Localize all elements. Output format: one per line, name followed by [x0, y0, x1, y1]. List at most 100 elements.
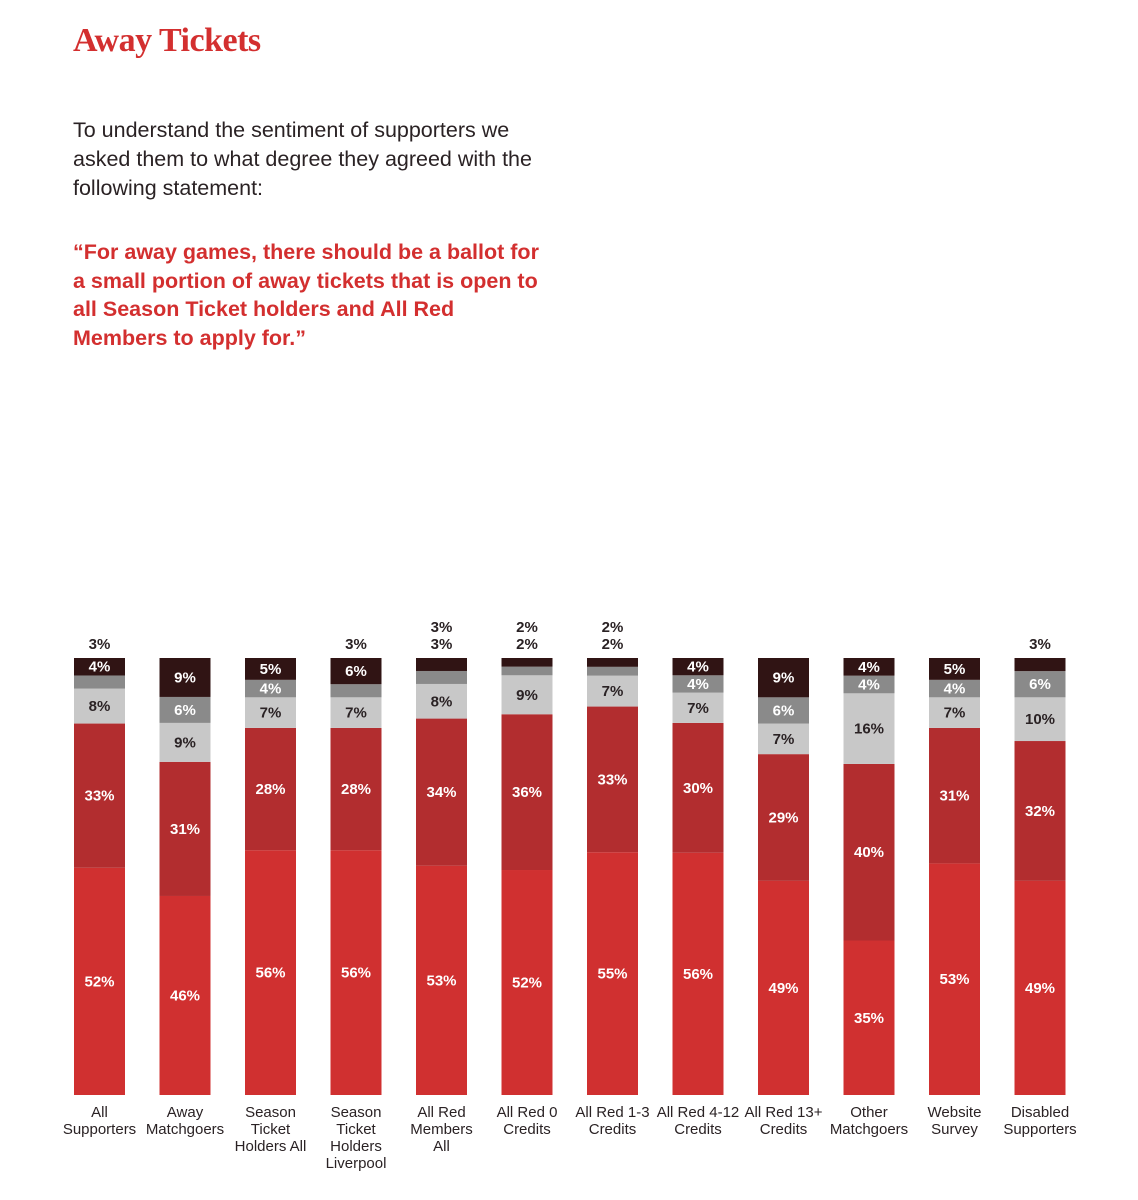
bar-segment-8-5: [672, 658, 724, 676]
data-label-3-1: 56%: [255, 965, 285, 982]
category-label-1: All Supporters: [63, 1104, 136, 1138]
bar-segment-1-5: [74, 658, 125, 676]
data-label-3-3: 7%: [260, 705, 282, 722]
category-label-12: Disabled Supporters: [1003, 1104, 1076, 1138]
bar-segment-4-4: [330, 684, 382, 698]
survey-statement: “For away games, there should be a ballo…: [73, 240, 539, 350]
data-label-9-4: 6%: [773, 702, 795, 719]
bar-segment-6-5: [501, 658, 553, 667]
bar-segment-3-3: [245, 697, 296, 728]
bar-segment-9-1: [758, 880, 809, 1095]
data-label-2-2: 31%: [170, 821, 200, 838]
category-label-9: All Red 13+ Credits: [745, 1104, 823, 1138]
bar-segment-6-4: [501, 666, 553, 676]
data-label-9-5: 9%: [773, 670, 795, 687]
bar-segment-5-1: [416, 865, 467, 1095]
bar-segment-8-2: [672, 722, 724, 853]
data-label-1-1: 52%: [84, 973, 114, 990]
bar-segment-3-5: [245, 658, 296, 680]
data-label-5-4: 3%: [431, 619, 453, 636]
bar-segment-3-1: [245, 850, 296, 1095]
bar-segment-11-3: [929, 697, 980, 728]
bar-segment-7-4: [587, 666, 638, 676]
data-label-8-3: 7%: [687, 700, 709, 717]
bar-segment-10-4: [843, 675, 895, 694]
data-label-12-2: 32%: [1025, 803, 1055, 820]
bar-segment-11-4: [929, 679, 980, 698]
bar-segment-11-1: [929, 863, 980, 1095]
stacked-bar-chart: 52% 33% 8% 3% 4% All Supporters 46% 31% 9% 6% 9% Awa…: [63, 619, 1077, 1172]
data-label-10-2: 40%: [854, 844, 884, 861]
data-label-4-4: 3%: [345, 636, 367, 653]
bar-segment-9-2: [758, 754, 809, 881]
bar-segment-12-3: [1014, 697, 1066, 742]
data-label-1-3: 8%: [89, 698, 111, 715]
data-label-8-2: 30%: [683, 780, 713, 797]
bar-segment-10-1: [843, 940, 895, 1095]
data-label-12-5: 3%: [1029, 636, 1051, 653]
bar-segment-6-1: [501, 870, 553, 1095]
bar-segment-1-2: [74, 723, 125, 868]
data-label-2-4: 6%: [174, 702, 196, 719]
data-label-1-4: 3%: [89, 636, 111, 653]
data-label-2-5: 9%: [174, 669, 196, 686]
bar-segment-2-4: [159, 696, 211, 723]
data-label-4-5: 6%: [345, 663, 367, 680]
bar-segment-7-3: [587, 675, 638, 707]
bar-segment-5-4: [416, 670, 467, 684]
data-label-7-3: 7%: [602, 683, 624, 700]
data-label-9-1: 49%: [768, 980, 798, 997]
bar-segment-10-3: [843, 693, 895, 764]
data-label-11-4: 4%: [944, 681, 966, 698]
bar-segment-9-5: [758, 658, 809, 698]
bar-segment-6-2: [501, 714, 553, 871]
data-label-10-3: 16%: [854, 721, 884, 738]
data-label-7-4: 2%: [602, 619, 624, 636]
data-label-3-4: 4%: [260, 681, 282, 698]
data-label-1-2: 33%: [84, 788, 114, 805]
data-label-5-2: 34%: [426, 784, 456, 801]
bar-segment-4-5: [330, 658, 382, 685]
bar-segment-7-1: [587, 852, 638, 1095]
bar-segment-12-1: [1014, 880, 1066, 1095]
bar-segment-8-3: [672, 692, 724, 723]
bar-segment-7-2: [587, 706, 638, 853]
data-label-4-3: 7%: [345, 705, 367, 722]
data-label-10-5: 4%: [858, 659, 880, 676]
bar-segment-2-1: [159, 895, 211, 1095]
category-label-10: Other Matchgoers: [830, 1104, 908, 1138]
bar-segment-4-1: [330, 850, 382, 1095]
bar-segment-12-5: [1014, 658, 1066, 672]
bar-segment-11-2: [929, 727, 980, 864]
data-label-3-5: 5%: [260, 661, 282, 678]
category-label-6: All Red 0 Credits: [497, 1104, 558, 1138]
data-label-7-1: 55%: [597, 966, 627, 983]
data-label-7-2: 33%: [597, 771, 627, 788]
bar-segment-2-5: [159, 658, 211, 697]
data-label-12-4: 6%: [1029, 676, 1051, 693]
bar-segment-4-2: [330, 727, 382, 851]
bar-segment-6-3: [501, 675, 553, 715]
data-label-9-2: 29%: [768, 810, 798, 827]
data-label-12-1: 49%: [1025, 980, 1055, 997]
bar-segment-5-5: [416, 658, 467, 671]
bar-segment-2-2: [159, 761, 211, 896]
category-label-11: Website Survey: [928, 1104, 982, 1138]
data-label-6-1: 52%: [512, 975, 542, 992]
data-label-5-1: 53%: [426, 972, 456, 989]
bar-segment-3-2: [245, 727, 296, 851]
bar-segment-5-2: [416, 718, 467, 866]
data-label-6-4: 2%: [516, 619, 538, 636]
data-label-10-4: 4%: [858, 676, 880, 693]
data-label-11-5: 5%: [944, 661, 966, 678]
bar-segment-11-5: [929, 658, 980, 680]
data-label-4-2: 28%: [341, 781, 371, 798]
category-label-3: Season Ticket Holders All: [235, 1104, 307, 1155]
data-label-5-5: 3%: [431, 636, 453, 653]
bar-segment-10-5: [843, 658, 895, 676]
bar-segment-9-3: [758, 723, 809, 755]
data-label-2-1: 46%: [170, 987, 200, 1004]
bar-segment-4-3: [330, 697, 382, 728]
bar-segment-1-4: [74, 675, 125, 689]
bar-segment-7-5: [587, 658, 638, 667]
